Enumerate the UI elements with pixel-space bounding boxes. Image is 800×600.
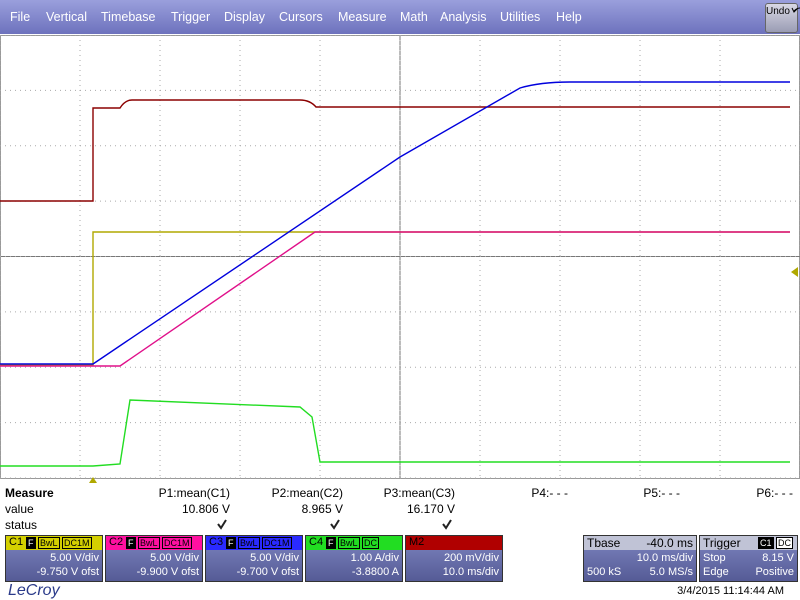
menu-item[interactable]: Help [556,10,582,24]
channel-box[interactable]: M2 200 mV/div 10.0 ms/div [405,535,503,582]
channel-scale: 5.00 V/div [250,552,299,564]
undo-label: Undo [766,6,790,17]
measure-param: P1:mean(C1) [158,486,230,500]
timebase-header: Tbase -40.0 ms [584,536,696,550]
trace-m2 [0,99,790,202]
channel-tag: BwL [338,537,360,549]
menu-item[interactable]: Display [224,10,265,24]
timebase-samples: 500 kS [587,566,622,578]
channel-header: C3 F BwL DC1M [206,536,302,550]
channel-tag: F [226,537,236,549]
channel-header: C1 F BwL DC1M [6,536,102,550]
brand: LeCroy [8,582,60,599]
timebase-title: Tbase [587,536,621,550]
trigger-level: 8.15 V [762,552,794,564]
channel-scale: 5.00 V/div [50,552,99,564]
trigger-mode: Stop [703,552,726,564]
timebase-box: Tbase -40.0 ms 10.0 ms/div 500 kS 5.0 MS/s [583,535,697,582]
channel-header: C4 F BwL DC [306,536,402,550]
trigger-header: Trigger C1 DC [700,536,797,550]
trigger-coupling: DC [776,537,793,549]
channel-name: C4 [309,536,324,548]
menu-item[interactable]: Vertical [46,10,87,24]
trace-c2 [0,231,790,367]
measure-row-label: status [5,518,38,532]
measure-param: P4:- - - [531,486,568,500]
status-check [217,519,227,530]
menu-item[interactable]: Utilities [500,10,541,24]
channel-box[interactable]: C3 F BwL DC1M 5.00 V/div -9.700 V ofst [205,535,303,582]
measure-param: P3:mean(C3) [383,486,455,500]
channel-name: C3 [209,536,224,548]
measure-param: P5:- - - [643,486,680,500]
channel-offset: -9.700 V ofst [236,566,299,578]
timestamp: 3/4/2015 11:14:44 AM [677,585,784,597]
measure-param: P6:- - - [756,486,793,500]
channel-tag: F [26,537,36,549]
menu-item[interactable]: Trigger [171,10,211,24]
channel-tag: BwL [38,537,60,549]
trigger-box: Trigger C1 DC Stop 8.15 V Edge Positive [699,535,798,582]
trigger-source: C1 [758,537,774,549]
channel-offset: -9.900 V ofst [136,566,199,578]
channel-tag: DC [362,537,379,549]
channel-offset: -9.750 V ofst [36,566,99,578]
channel-tag: DC1M [262,537,292,549]
measure-title: Measure [5,486,54,500]
timebase-scale: 10.0 ms/div [636,552,693,564]
measure-value: 8.965 V [301,502,343,516]
undo-button[interactable]: Undo [765,3,800,33]
timebase-rate: 5.0 MS/s [649,566,693,578]
menu-item[interactable]: Analysis [440,10,487,24]
menu-bar: File Vertical Timebase Trigger Display Cursor… [0,0,800,34]
status-check [330,519,340,530]
channel-name: M2 [409,536,425,548]
trigger-position [89,477,97,483]
measure-row-label: value [5,502,34,516]
menu-item[interactable]: Measure [338,10,387,24]
channel-scale: 1.00 A/div [350,552,399,564]
channel-offset: -3.8800 A [351,566,399,578]
channel-scale: 200 mV/div [443,552,499,564]
channel-header: M2 [406,536,502,550]
trigger-type: Edge [703,566,729,578]
channel-tag: DC1M [62,537,92,549]
channel-name: C2 [109,536,124,548]
channel-tag: BwL [238,537,260,549]
channel-tag: DC1M [162,537,192,549]
undo-icon [791,7,800,13]
channel-box[interactable]: C2 F BwL DC1M 5.00 V/div -9.900 V ofst [105,535,203,582]
channel-offset: 10.0 ms/div [442,566,499,578]
channel-tag: BwL [138,537,160,549]
trace-c3 [0,81,790,365]
measure-value: 10.806 V [181,502,230,516]
measure-value: 16.170 V [406,502,455,516]
channel-name: C1 [9,536,24,548]
menu-item[interactable]: Cursors [279,10,323,24]
trigger-slope: Positive [755,566,794,578]
trace-c4 [0,399,790,467]
channel-box[interactable]: C4 F BwL DC 1.00 A/div -3.8800 A [305,535,403,582]
menu-item[interactable]: Timebase [101,10,156,24]
menu-item[interactable]: File [10,10,31,24]
trigger-title: Trigger [703,536,741,550]
timebase-delay: -40.0 ms [646,536,693,550]
channel-scale: 5.00 V/div [150,552,199,564]
menu-item[interactable]: Math [400,10,428,24]
channel-header: C2 F BwL DC1M [106,536,202,550]
waveform-display: C4C2M2IINVOUTHGATEVINVIMON [0,35,800,483]
status-check [442,519,452,530]
measure-param: P2:mean(C2) [271,486,343,500]
channel-tag: F [326,537,336,549]
channel-tag: F [126,537,136,549]
channel-box[interactable]: C1 F BwL DC1M 5.00 V/div -9.750 V ofst [5,535,103,582]
trigger-level [791,267,798,277]
